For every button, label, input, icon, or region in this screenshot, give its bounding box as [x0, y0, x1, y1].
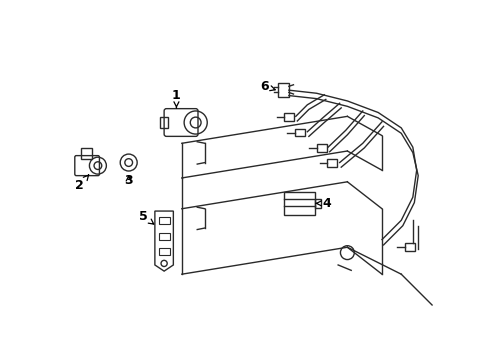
Bar [284, 192, 315, 215]
Text: 1: 1 [172, 89, 181, 108]
Bar [405, 243, 415, 251]
Text: 2: 2 [75, 175, 89, 192]
Bar [317, 144, 326, 152]
Text: 5: 5 [139, 210, 154, 224]
Bar [159, 217, 170, 224]
Bar [159, 248, 170, 255]
Bar [284, 113, 294, 121]
Text: 4: 4 [316, 197, 331, 210]
Text: 3: 3 [124, 174, 133, 187]
Text: 6: 6 [260, 80, 275, 93]
Bar [160, 117, 168, 128]
Bar [315, 199, 321, 208]
Bar [327, 159, 337, 167]
Bar [295, 129, 305, 136]
Bar [159, 233, 170, 239]
Bar [81, 148, 92, 159]
Bar [278, 83, 289, 97]
